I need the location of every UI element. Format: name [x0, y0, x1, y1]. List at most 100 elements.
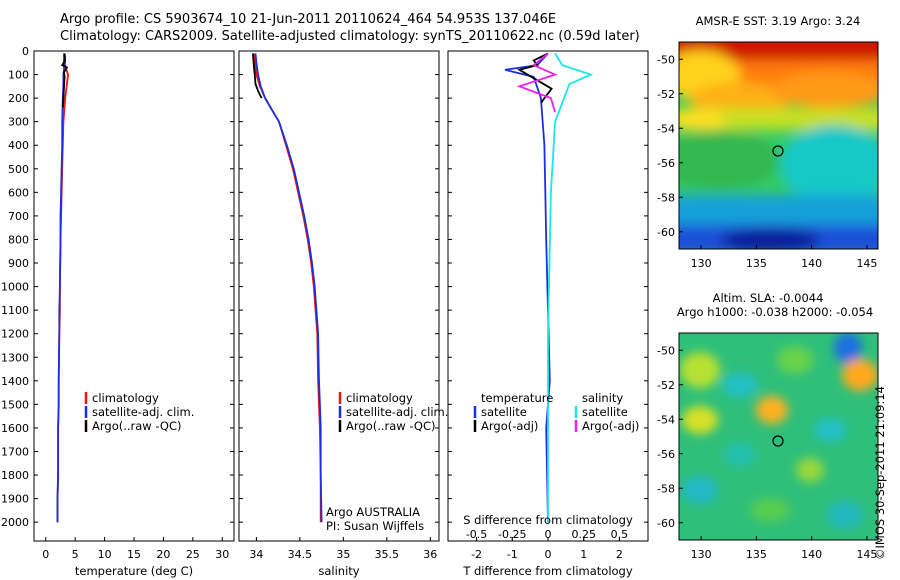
salinity-xlabel: salinity: [318, 564, 359, 578]
depth-tick-label: 200: [8, 92, 29, 105]
legend-salinity-head: salinity: [582, 391, 623, 405]
lon-tick-label: 135: [746, 548, 767, 561]
depth-tick-label: 900: [8, 257, 29, 270]
salinity-difference-title: S difference from climatology: [463, 513, 633, 527]
depth-tick-label: 1200: [1, 328, 29, 341]
lat-tick-label: -58: [657, 482, 675, 495]
temperature-legend: climatology satellite-adj. clim. Argo(..…: [84, 391, 194, 433]
x-tick-label: 1: [580, 548, 587, 561]
x-tick-label: 34: [249, 548, 263, 561]
legend-argo: Argo(..raw -QC): [346, 419, 436, 433]
depth-tick-label: 1900: [1, 493, 29, 506]
x-tick-label: -2: [471, 548, 482, 561]
lat-tick-label: -54: [657, 413, 675, 426]
x-tick-label: 15: [127, 548, 141, 561]
x-tick-label: 35.5: [375, 548, 400, 561]
temperature-x-axis: 0 5 10 15 20 25 30: [42, 537, 229, 561]
legend-climatology: climatology: [346, 391, 413, 405]
depth-tick-label: 1300: [1, 351, 29, 364]
salinity-difference-x-axis: -0.5 -0.25 0 0.25 0.5: [466, 528, 628, 541]
lat-tick-label: -56: [657, 157, 675, 170]
depth-tick-label: 0: [22, 45, 29, 58]
x-tick-label: 30: [215, 548, 229, 561]
salinity-panel: [238, 50, 440, 542]
depth-tick-label: 1000: [1, 281, 29, 294]
x-tick-label: -0.25: [498, 528, 526, 541]
depth-tick-label: 300: [8, 116, 29, 129]
lat-tick-label: -52: [657, 88, 675, 101]
figure-title-line2: Climatology: CARS2009. Satellite-adjuste…: [60, 29, 640, 44]
lon-tick-label: 135: [746, 257, 767, 270]
salinity-legend: climatology satellite-adj. clim. Argo(..…: [326, 391, 448, 533]
series-line: [252, 53, 263, 99]
sst-argo-marker: [772, 145, 784, 157]
depth-tick-label: 1400: [1, 375, 29, 388]
depth-tick-label: 100: [8, 69, 29, 82]
x-tick-label: 0.25: [571, 528, 596, 541]
difference-series: [504, 52, 594, 523]
sst-map: [679, 42, 878, 249]
difference-xlabel: T difference from climatology: [462, 564, 633, 578]
lat-tick-label: -60: [657, 517, 675, 530]
x-tick-label: 0: [545, 548, 552, 561]
lon-tick-label: 140: [801, 257, 822, 270]
figure-title-line1: Argo profile: CS 5903674_10 21-Jun-2011 …: [60, 12, 557, 27]
lon-tick-label: 145: [856, 548, 877, 561]
lon-tick-label: 130: [691, 257, 712, 270]
x-tick-label: 34.5: [288, 548, 313, 561]
legend-s-satellite: satellite: [582, 405, 628, 419]
legend-s-argo: Argo(-adj): [582, 419, 639, 433]
lon-tick-label: 130: [691, 548, 712, 561]
depth-tick-label: 400: [8, 139, 29, 152]
pi-note: PI: Susan Wijffels: [326, 519, 424, 533]
sla-map-title1: Altim. SLA: -0.0044: [713, 291, 824, 305]
lat-tick-label: -52: [657, 379, 675, 392]
lat-tick-label: -56: [657, 448, 675, 461]
depth-tick-label: 1600: [1, 422, 29, 435]
legend-climatology: climatology: [92, 391, 159, 405]
x-tick-label: 35: [336, 548, 350, 561]
depth-tick-label: 1500: [1, 398, 29, 411]
imos-stamp: ©IMOS 30-Sep-2011 21:09:14: [873, 386, 887, 560]
x-tick-label: 25: [186, 548, 200, 561]
depth-tick-label: 1800: [1, 469, 29, 482]
series-line: [547, 52, 594, 523]
sla-map-title2: Argo h1000: -0.038 h2000: -0.054: [677, 305, 873, 319]
series-line: [516, 52, 558, 113]
sst-map-title: AMSR-E SST: 3.19 Argo: 3.24: [696, 14, 861, 28]
depth-tick-label: 1700: [1, 445, 29, 458]
depth-tick-label: 500: [8, 163, 29, 176]
lat-tick-label: -50: [657, 53, 675, 66]
series-line: [60, 53, 69, 108]
depth-tick-label: 600: [8, 186, 29, 199]
lat-tick-label: -60: [657, 226, 675, 239]
sla-map-axes: -50 -52 -54 -56 -58 -60 130 135 140 145: [657, 344, 877, 561]
sst-map-axes: -50 -52 -54 -56 -58 -60 130 135 140 145: [657, 53, 877, 270]
x-tick-label: -1: [507, 548, 518, 561]
temperature-panel: [33, 50, 235, 542]
legend-satellite-adj: satellite-adj. clim.: [346, 405, 448, 419]
sla-argo-marker: [772, 435, 784, 447]
depth-axis: 0 100 200 300 400 500 600 700 800 900 1000 1100 1200…: [1, 45, 648, 529]
x-tick-label: 20: [156, 548, 170, 561]
depth-tick-label: 2000: [1, 516, 29, 529]
lat-tick-label: -54: [657, 122, 675, 135]
lat-tick-label: -50: [657, 344, 675, 357]
x-tick-label: 0: [42, 548, 49, 561]
lon-tick-label: 145: [856, 257, 877, 270]
series-line: [56, 53, 65, 523]
depth-tick-label: 800: [8, 233, 29, 246]
x-tick-label: 0: [545, 528, 552, 541]
legend-temperature-head: temperature: [481, 391, 553, 405]
series-line: [254, 53, 323, 523]
depth-tick-label: 1100: [1, 304, 29, 317]
x-tick-label: -0.5: [466, 528, 487, 541]
x-tick-label: 0.5: [611, 528, 629, 541]
x-tick-label: 36: [423, 548, 437, 561]
salinity-series: [252, 53, 323, 523]
difference-legend: temperature salinity satellite Argo(-adj…: [473, 391, 639, 433]
sst-map-frame: [678, 41, 879, 250]
salinity-x-axis: 34 34.5 35 35.5 36: [249, 537, 437, 561]
legend-satellite-adj: satellite-adj. clim.: [92, 405, 194, 419]
